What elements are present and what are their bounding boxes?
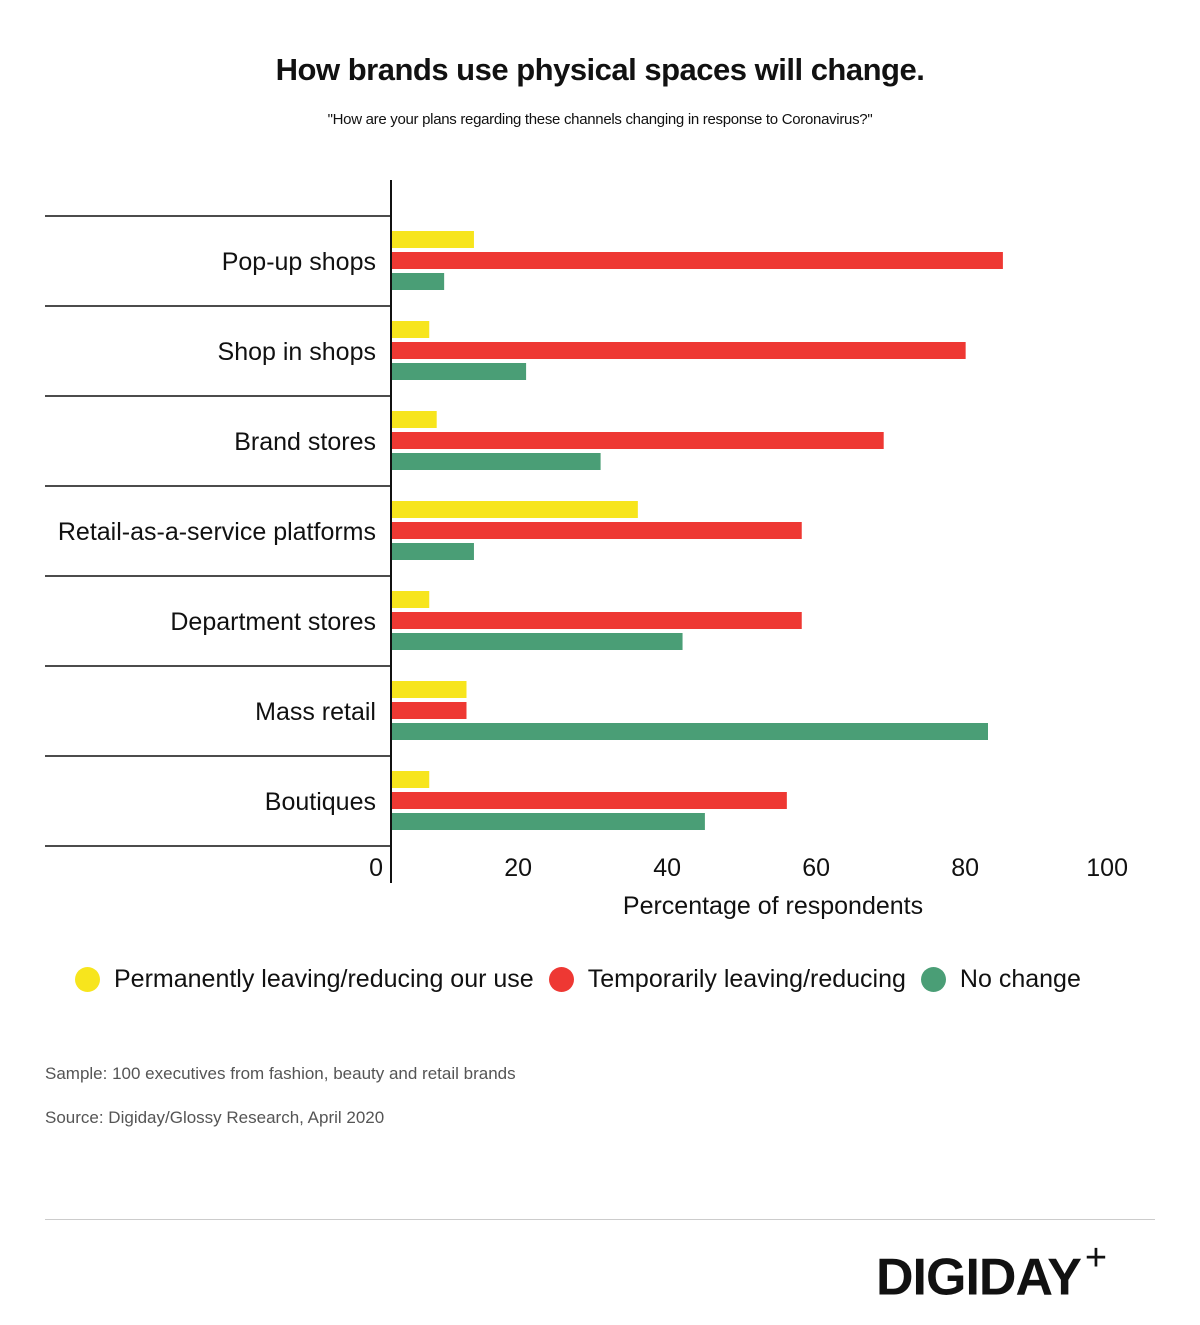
bar-chart: Pop-up shops Shop in shops Brand stores Ret…: [45, 180, 1128, 920]
x-tick-label: 40: [653, 854, 681, 882]
bar-temporary: [392, 432, 884, 449]
bar-temporary: [392, 522, 802, 539]
category-label: Mass retail: [255, 698, 376, 726]
category-label: Pop-up shops: [222, 248, 376, 276]
logo-plus: +: [1084, 1237, 1107, 1279]
bar-no-change: [392, 723, 988, 740]
bar-permanent: [392, 321, 430, 338]
sample-note: Sample: 100 executives from fashion, bea…: [45, 1064, 516, 1083]
legend-dot-icon: [75, 967, 100, 992]
bar-no-change: [392, 813, 705, 830]
x-tick-label: 20: [504, 854, 532, 882]
legend-label: No change: [959, 965, 1081, 993]
bar-temporary: [392, 702, 467, 719]
digiday-logo: DIGIDAY +: [876, 1237, 1107, 1307]
bar-permanent: [392, 411, 437, 428]
category-label: Retail-as-a-service platforms: [58, 518, 376, 546]
category-label: Boutiques: [265, 788, 376, 816]
bar-permanent: [392, 591, 430, 608]
chart-subtitle: "How are your plans regarding these chan…: [327, 111, 873, 128]
bar-temporary: [392, 252, 1003, 269]
bar-temporary: [392, 342, 966, 359]
legend-label: Temporarily leaving/reducing: [587, 965, 906, 993]
bar-permanent: [392, 771, 430, 788]
bar-no-change: [392, 543, 474, 560]
legend-item: No change: [920, 965, 1081, 994]
x-tick-label: 0: [369, 854, 383, 882]
bar-permanent: [392, 231, 474, 248]
legend-dot-icon: [548, 967, 574, 992]
x-tick-label: 100: [1086, 854, 1128, 882]
bar-temporary: [392, 792, 787, 809]
x-tick-label: 80: [951, 854, 979, 882]
bar-no-change: [392, 363, 527, 380]
source-note: Source: Digiday/Glossy Research, April 2…: [45, 1108, 385, 1127]
bar-permanent: [392, 681, 467, 698]
legend-dot-icon: [920, 967, 946, 992]
logo-text: DIGIDAY: [876, 1248, 1082, 1307]
chart-title: How brands use physical spaces will chan…: [275, 52, 925, 87]
bar-temporary: [392, 612, 802, 629]
category-label: Shop in shops: [218, 338, 376, 366]
x-axis-label: Percentage of respondents: [623, 892, 923, 920]
legend-item: Permanently leaving/reducing our use: [75, 965, 534, 994]
footer-divider: [45, 1219, 1155, 1220]
category-label: Department stores: [170, 608, 376, 636]
legend-label: Permanently leaving/reducing our use: [114, 965, 534, 993]
bar-permanent: [392, 501, 638, 518]
legend: Permanently leaving/reducing our use Temp…: [75, 965, 1096, 994]
x-tick-label: 60: [802, 854, 830, 882]
category-label: Brand stores: [234, 428, 376, 456]
bar-no-change: [392, 273, 445, 290]
legend-item: Temporarily leaving/reducing: [548, 965, 906, 994]
bar-no-change: [392, 453, 601, 470]
bar-no-change: [392, 633, 683, 650]
